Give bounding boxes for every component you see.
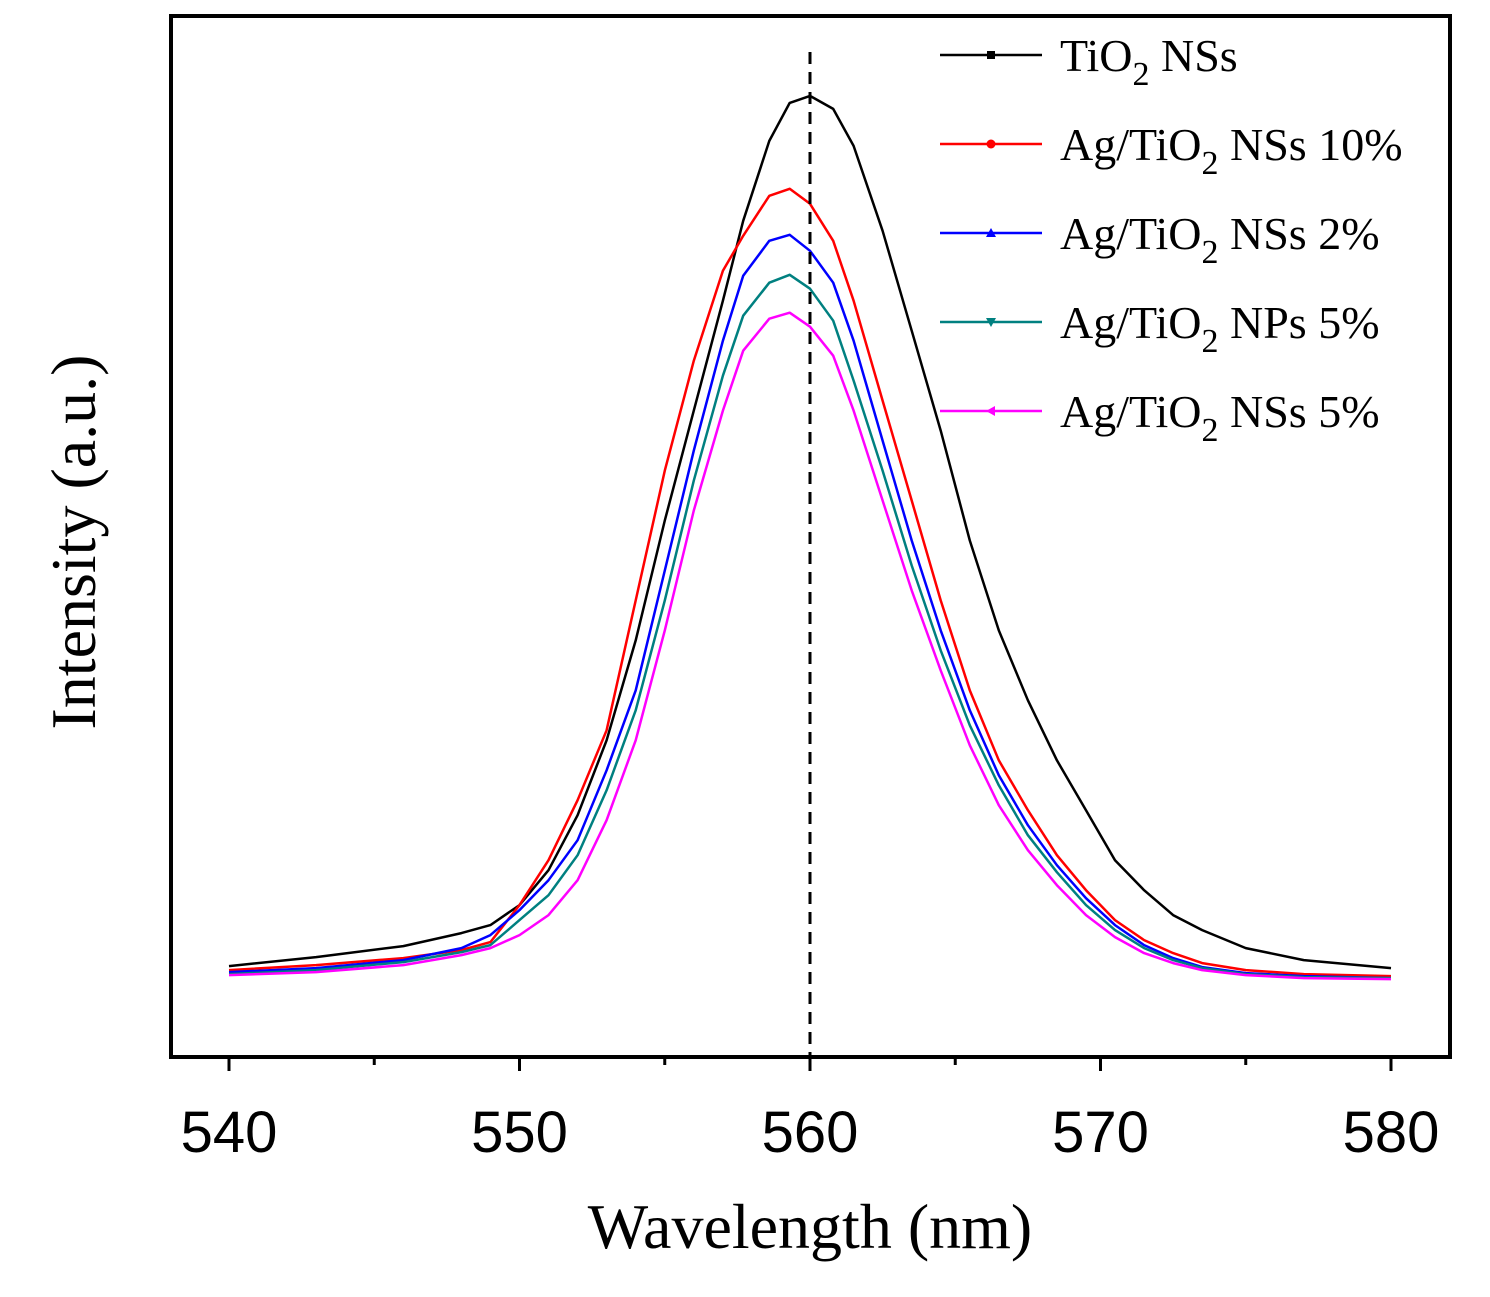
x-tick-label: 560 [762, 1100, 859, 1165]
legend-marker-circle-icon [986, 139, 996, 149]
legend-label-4: Ag/TiO2 NSs 5% [1060, 386, 1380, 449]
series-line-0 [228, 94, 1392, 970]
plot-series [228, 94, 1392, 981]
legend-marker-triangle-up-icon [986, 228, 996, 237]
x-axis-label: Wavelength (nm) [588, 1191, 1032, 1262]
legend-marker-triangle-left-icon [986, 406, 995, 416]
x-tick-label: 540 [181, 1100, 278, 1165]
x-tick-label: 550 [471, 1100, 568, 1165]
series-line-4 [228, 311, 1392, 981]
legend-marker-triangle-down-icon [986, 318, 996, 327]
x-tick-label: 570 [1052, 1100, 1149, 1165]
y-axis-label: Intensity (a.u.) [38, 355, 109, 730]
legend-label-0: TiO2 NSs [1060, 30, 1238, 93]
legend-marker-square-icon [987, 51, 995, 59]
legend-label-3: Ag/TiO2 NPs 5% [1060, 297, 1380, 360]
series-line-1 [228, 187, 1392, 978]
legend: TiO2 NSs Ag/TiO2 NSs 10% Ag/TiO2 NSs 2% Ag/… [940, 30, 1403, 449]
x-axis-ticks: 540 550 560 570 580 [181, 1057, 1440, 1165]
legend-label-2: Ag/TiO2 NSs 2% [1060, 208, 1380, 271]
x-tick-label: 580 [1343, 1100, 1440, 1165]
legend-label-1: Ag/TiO2 NSs 10% [1060, 119, 1403, 182]
series-line-2 [228, 233, 1392, 980]
series-line-3 [228, 273, 1392, 980]
